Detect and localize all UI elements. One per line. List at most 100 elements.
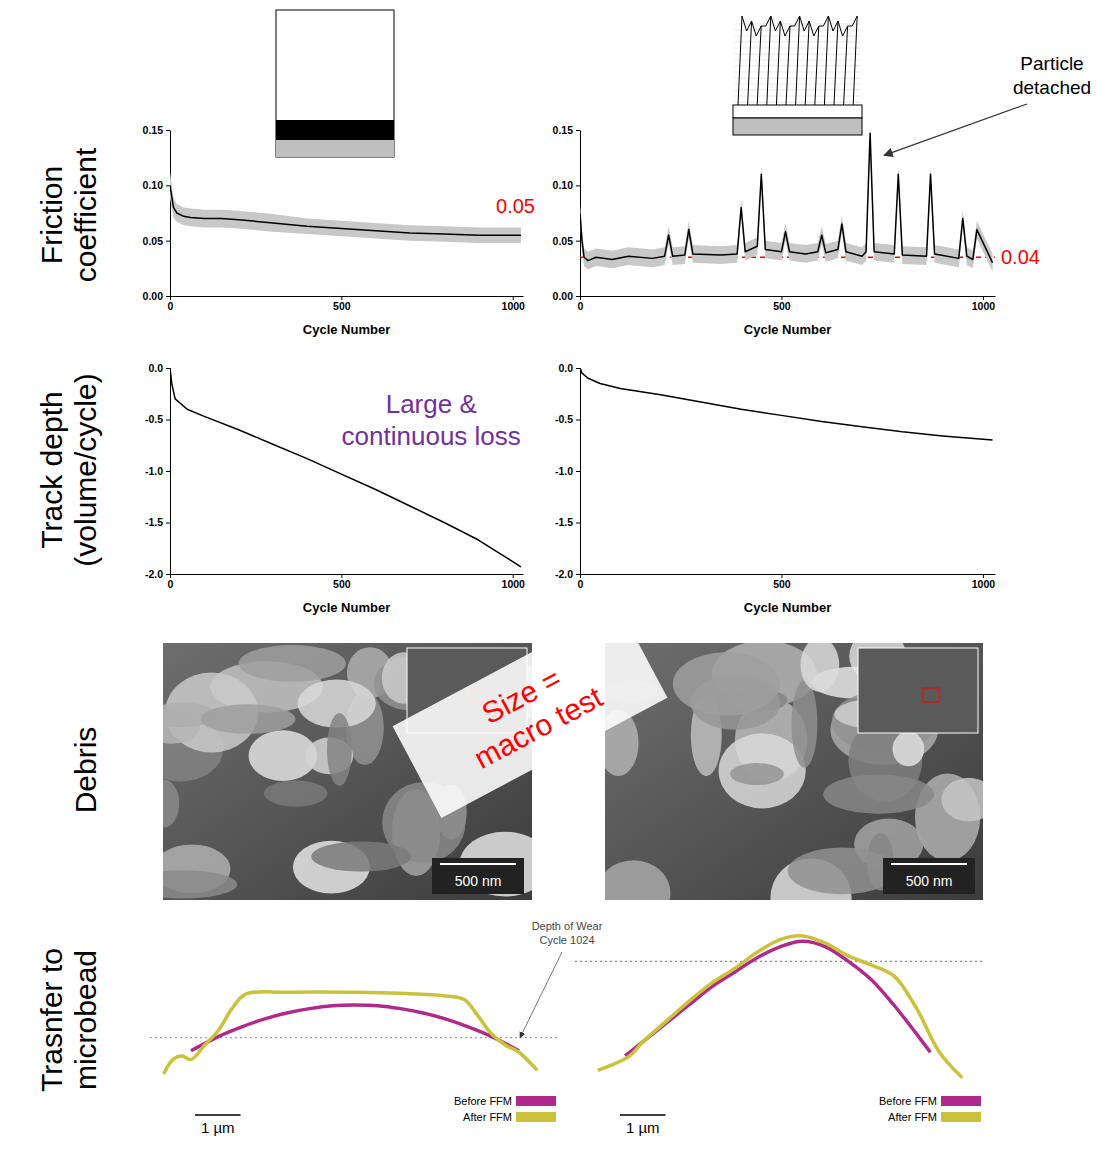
x-tick-label: 500 bbox=[773, 578, 791, 590]
series-line bbox=[598, 936, 962, 1078]
y-tick-mark bbox=[166, 471, 170, 472]
y-tick-mark bbox=[576, 574, 580, 575]
overlay-box bbox=[393, 606, 668, 818]
sem-particle bbox=[238, 645, 345, 682]
schematic-hatch bbox=[735, 24, 860, 25]
y-tick: -0.5 bbox=[145, 413, 170, 425]
y-tick: -1.5 bbox=[145, 516, 170, 528]
series-line bbox=[580, 133, 993, 262]
x-axis-title: Cycle Number bbox=[303, 600, 390, 615]
x-tick-mark bbox=[580, 296, 581, 300]
scale-bar-label: 500 nm bbox=[906, 873, 953, 889]
y-axis-line bbox=[170, 131, 171, 297]
annotation-arrow bbox=[884, 104, 1027, 155]
y-tick: 0.00 bbox=[143, 290, 170, 302]
legend-label: After FFM bbox=[888, 1111, 937, 1123]
schematic-column bbox=[805, 21, 809, 105]
annotation: continuous loss bbox=[342, 421, 521, 451]
x-tick: 500 bbox=[773, 296, 791, 312]
schematic-column bbox=[738, 16, 742, 105]
x-axis: 0 500 1000 bbox=[578, 296, 996, 312]
debris-image: 500 nm bbox=[597, 630, 996, 936]
sem-particle bbox=[673, 652, 780, 715]
x-tick-mark bbox=[341, 574, 342, 578]
sem-particle bbox=[801, 643, 840, 692]
schematic-column bbox=[786, 26, 790, 105]
y-tick-mark bbox=[576, 471, 580, 472]
x-axis: 05001000 bbox=[168, 296, 525, 312]
y-tick-label: 0.0 bbox=[558, 362, 573, 374]
x-axis-line bbox=[581, 574, 996, 575]
x-tick: 0 bbox=[578, 574, 584, 590]
sem-inset bbox=[858, 648, 978, 733]
legend-swatch bbox=[516, 1112, 556, 1122]
x-tick-label: 1000 bbox=[972, 578, 996, 590]
x-tick: 1000 bbox=[972, 296, 996, 312]
legend-label: After FFM bbox=[463, 1111, 512, 1123]
y-tick-label: 0.00 bbox=[143, 290, 164, 302]
schematic-hatch bbox=[735, 90, 860, 91]
x-tick-label: 500 bbox=[773, 300, 791, 312]
y-tick-label: 0.10 bbox=[143, 179, 164, 191]
y-tick: -1.5 bbox=[555, 516, 580, 528]
series-line bbox=[164, 992, 538, 1074]
x-tick-label: 1000 bbox=[502, 300, 526, 312]
x-tick: 1000 bbox=[502, 574, 526, 590]
annotation: 0.05 bbox=[496, 195, 535, 217]
y-tick: -0.5 bbox=[555, 413, 580, 425]
sem-particle bbox=[327, 713, 352, 786]
annotation: Large & bbox=[386, 389, 477, 419]
plot-area bbox=[580, 368, 993, 440]
y-tick-mark bbox=[166, 296, 170, 297]
schematic-column bbox=[815, 26, 819, 105]
row-label: Track depth bbox=[35, 391, 68, 548]
scale-bar-box bbox=[432, 858, 524, 894]
y-tick-label: -1.5 bbox=[145, 516, 163, 528]
y-tick-label: 0.15 bbox=[553, 124, 574, 136]
y-tick: 0.15 bbox=[553, 124, 580, 136]
legend: Before FFMAfter FFM bbox=[454, 1095, 556, 1123]
reference-label: Depth of Wear bbox=[532, 920, 603, 932]
y-tick: -2.0 bbox=[145, 568, 170, 580]
legend-swatch bbox=[941, 1096, 981, 1106]
chart: 050010000.000.050.100.15Cycle Number0.05 bbox=[143, 124, 535, 337]
schematic-hatch bbox=[735, 78, 860, 79]
x-tick-label: 1000 bbox=[502, 578, 526, 590]
annotation-group: Large &continuous loss bbox=[339, 387, 524, 453]
schematic-column bbox=[748, 21, 752, 105]
schematic-column bbox=[834, 21, 838, 105]
x-tick: 0 bbox=[168, 574, 174, 590]
x-tick: 1000 bbox=[972, 574, 996, 590]
sem-particle bbox=[200, 704, 295, 734]
schematic-column bbox=[767, 16, 771, 105]
y-tick-mark bbox=[166, 523, 170, 524]
schematic-column bbox=[844, 26, 848, 105]
reference-line bbox=[575, 961, 985, 962]
y-tick-label: -1.5 bbox=[555, 516, 573, 528]
y-tick-label: 0.15 bbox=[143, 124, 164, 136]
sem-particle bbox=[941, 778, 983, 821]
schematic-columnar bbox=[733, 16, 862, 135]
x-tick-label: 0 bbox=[578, 300, 584, 312]
y-tick-mark bbox=[576, 296, 580, 297]
sem-particle bbox=[264, 780, 328, 806]
scale-bar bbox=[195, 1114, 241, 1116]
y-tick-mark bbox=[166, 420, 170, 421]
schematics bbox=[276, 10, 862, 157]
label-patch bbox=[339, 387, 524, 453]
y-tick-mark bbox=[166, 368, 170, 369]
schematic-column bbox=[824, 16, 828, 105]
y-tick: 0.10 bbox=[143, 179, 170, 191]
y-tick-label: 0.00 bbox=[553, 290, 574, 302]
sem-particle bbox=[823, 775, 934, 814]
schematic-hatch bbox=[735, 96, 860, 97]
plot-area bbox=[580, 130, 995, 272]
legend-swatch bbox=[941, 1112, 981, 1122]
y-tick-mark bbox=[576, 420, 580, 421]
schematic-coating bbox=[276, 10, 394, 157]
y-axis-line bbox=[170, 369, 171, 575]
sem-particle bbox=[719, 733, 806, 808]
schematic-column-tops bbox=[742, 16, 857, 36]
x-axis-line bbox=[171, 574, 524, 575]
schematic-hatch bbox=[735, 102, 860, 103]
